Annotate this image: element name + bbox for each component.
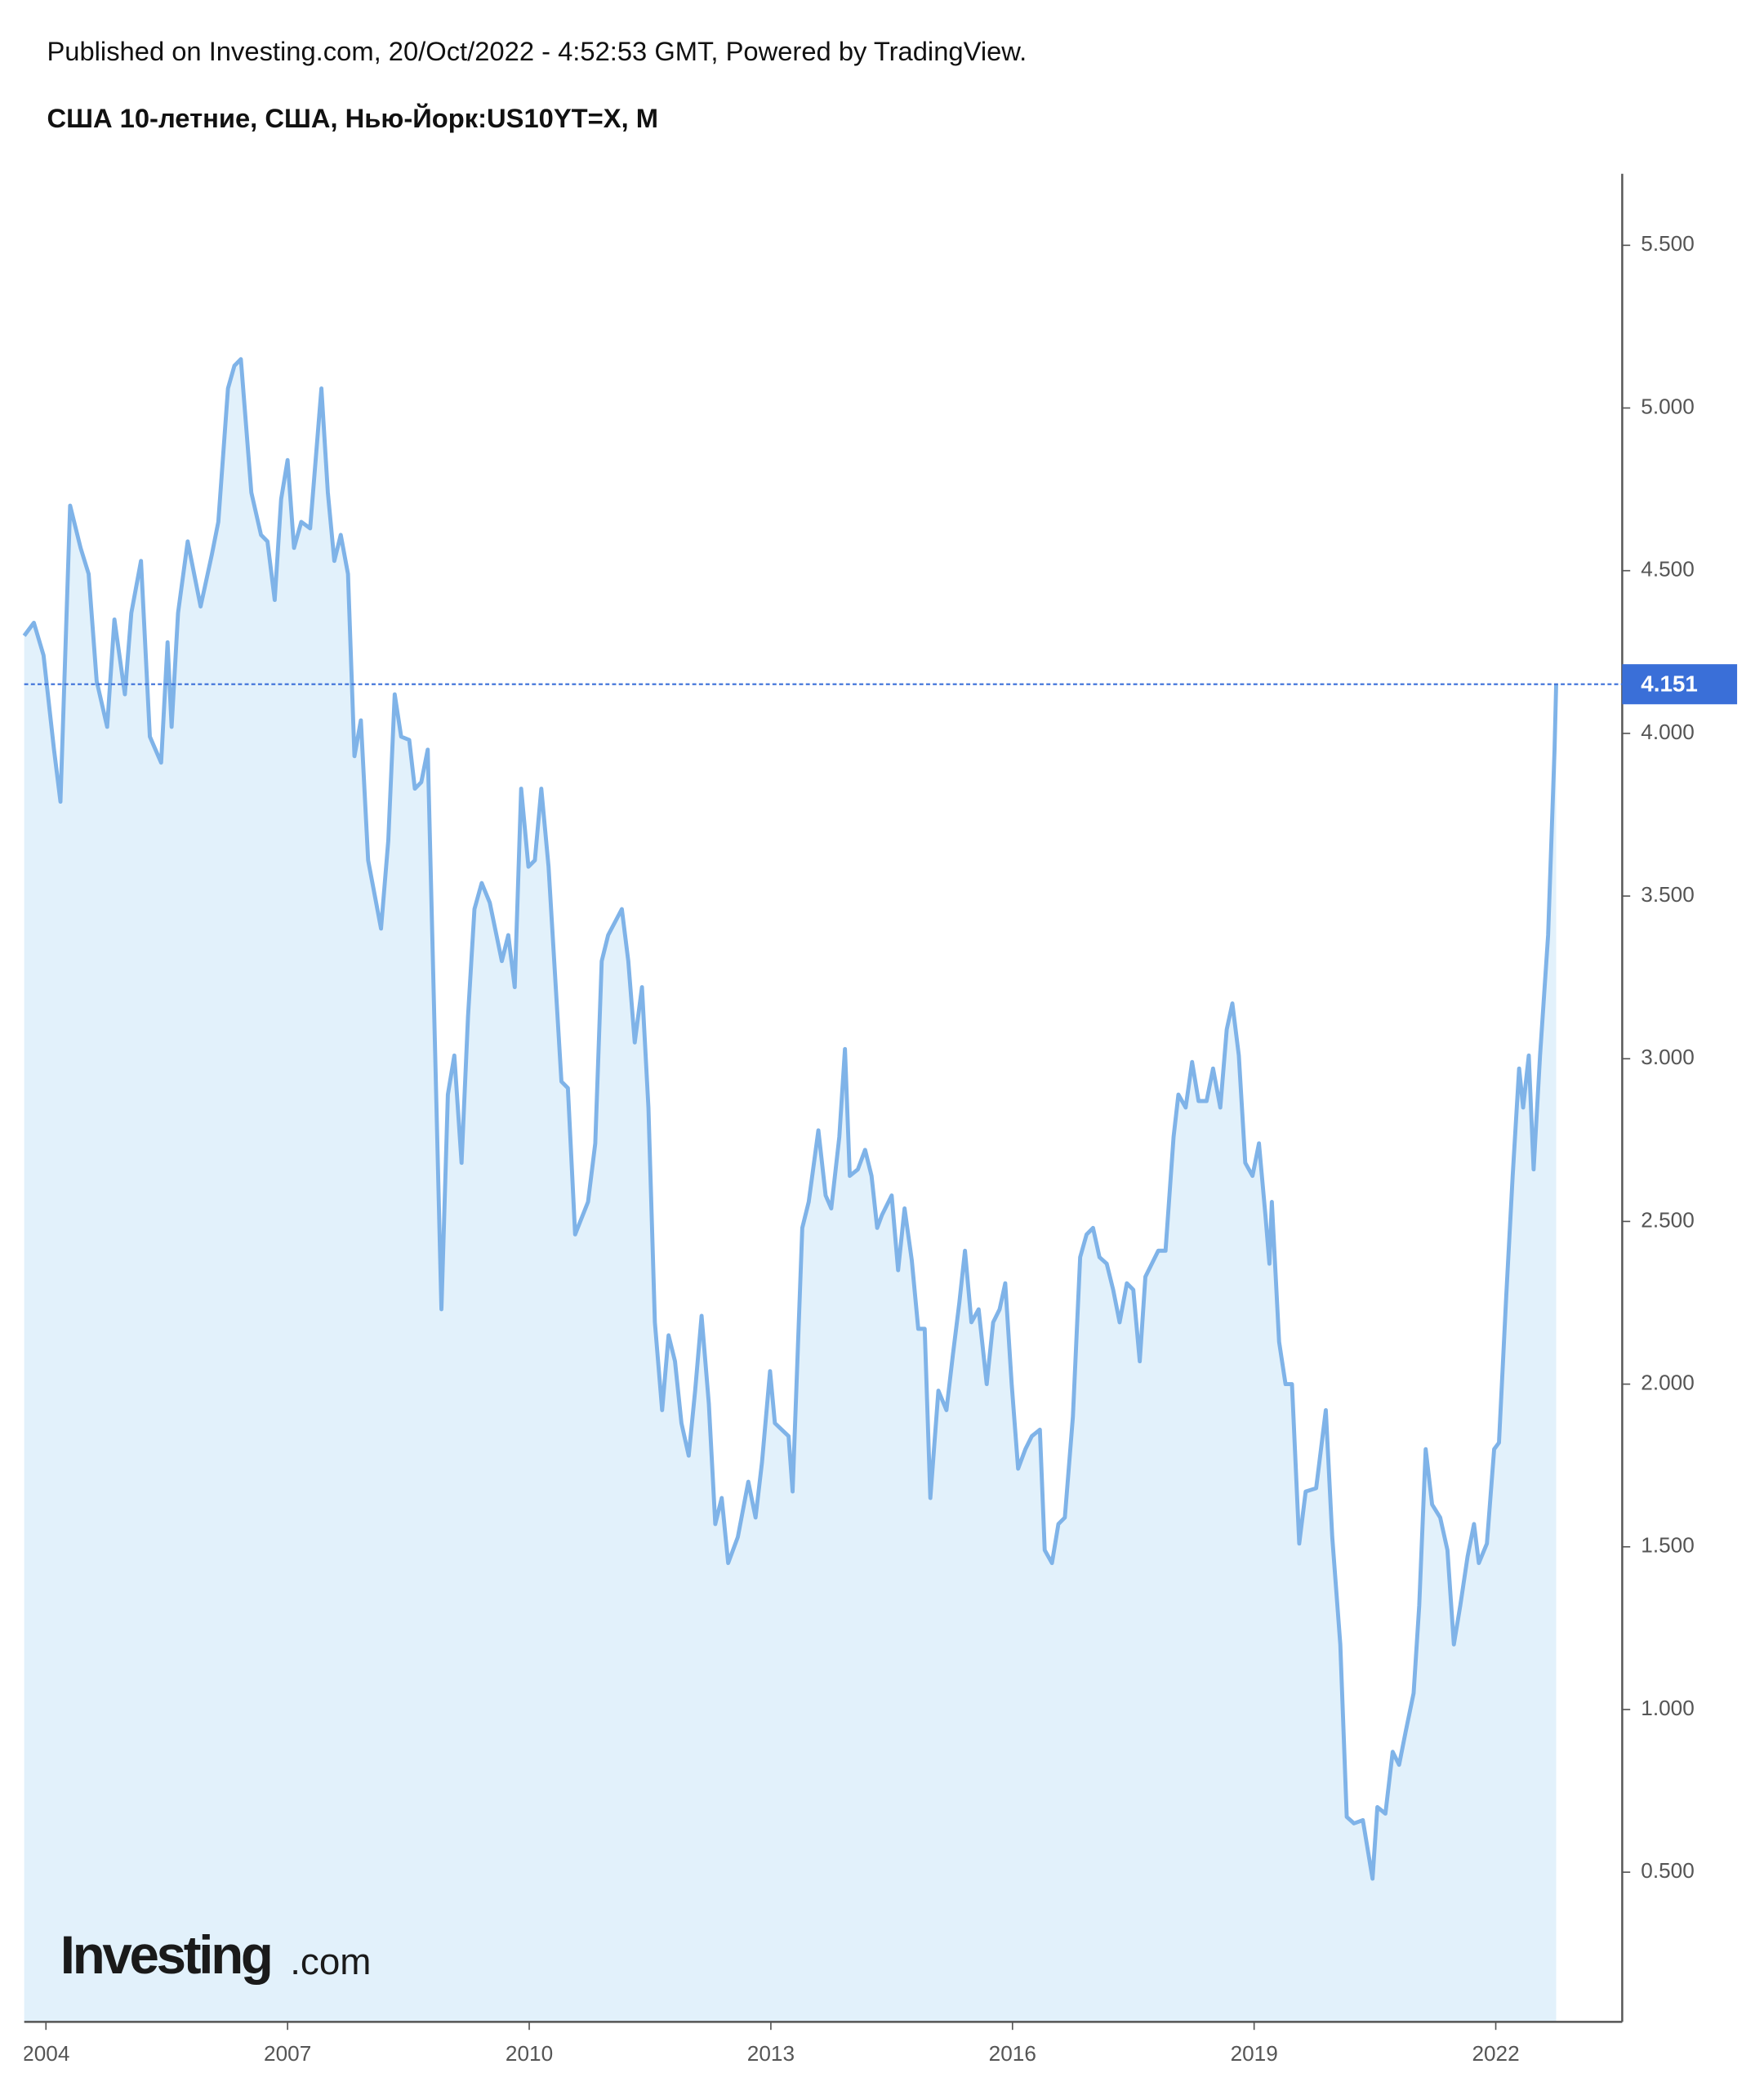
x-tick-label: 2019 <box>1231 2041 1278 2066</box>
chart-title: США 10-летние, США, Нью-Йорк:US10YT=X, M <box>47 102 658 133</box>
plot-area: 0.500 1.000 1.500 2.000 2.500 3.000 3.500 4.000… <box>22 173 1738 2031</box>
y-tick-label: 0.500 <box>1641 1858 1694 1883</box>
logo-brand: Investing <box>60 1925 271 1985</box>
y-tick-label: 4.000 <box>1641 720 1694 744</box>
y-tick-label: 3.500 <box>1641 882 1694 907</box>
y-tick-label: 2.500 <box>1641 1207 1694 1232</box>
y-tick-label: 1.500 <box>1641 1533 1694 1558</box>
area-fill <box>24 359 1557 2022</box>
y-tick-label: 5.000 <box>1641 394 1694 418</box>
last-value-label: 4.151 <box>1641 671 1698 697</box>
x-axis-labels: 2004 2007 2010 2013 2016 2019 2022 <box>22 2041 1520 2066</box>
x-tick-label: 2007 <box>264 2041 311 2066</box>
y-tick-label: 4.500 <box>1641 557 1694 582</box>
y-tick-label: 5.500 <box>1641 231 1694 256</box>
x-tick-label: 2022 <box>1472 2041 1519 2066</box>
y-tick-label: 1.000 <box>1641 1696 1694 1720</box>
header: Published on Investing.com, 20/Oct/2022 … <box>47 36 1027 66</box>
line <box>22 357 1558 1881</box>
y-tick-label: 3.000 <box>1641 1045 1694 1069</box>
x-tick-label: 2010 <box>506 2041 553 2066</box>
logo-suffix: .com <box>290 1941 371 1982</box>
y-tick-label: 2.000 <box>1641 1370 1694 1394</box>
last-value-badge <box>1622 664 1738 705</box>
x-tick-label: 2016 <box>989 2041 1036 2066</box>
x-tick-label: 2013 <box>747 2041 795 2066</box>
logo: Investing .com <box>60 1925 372 1985</box>
x-tick-label: 2004 <box>22 2041 69 2066</box>
